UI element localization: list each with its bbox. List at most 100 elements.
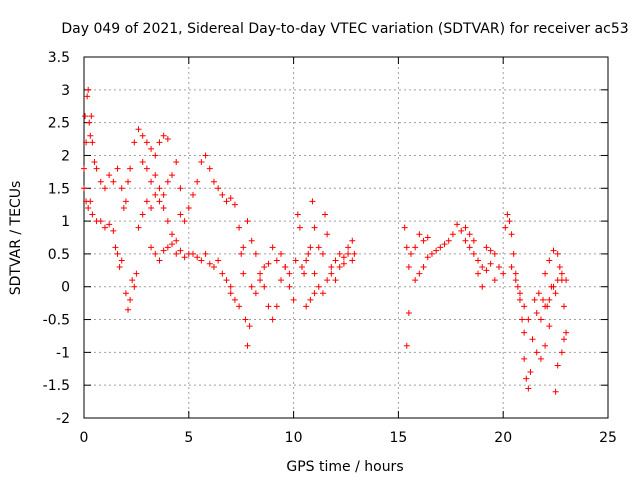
data-point (252, 250, 259, 257)
data-point (139, 132, 146, 139)
data-point (238, 250, 245, 257)
data-point (296, 224, 303, 231)
data-point (349, 237, 356, 244)
data-point (244, 218, 251, 225)
data-point (332, 257, 339, 264)
data-point (227, 290, 234, 297)
data-point (177, 185, 184, 192)
data-point (454, 221, 461, 228)
data-point (563, 277, 570, 284)
data-point (160, 247, 167, 254)
data-point (120, 204, 127, 211)
data-point (231, 201, 238, 208)
data-point (324, 277, 331, 284)
data-point (97, 178, 104, 185)
data-point (265, 303, 272, 310)
x-tick-label: 10 (285, 430, 303, 446)
data-point (84, 93, 91, 100)
data-point (152, 250, 159, 257)
data-point (127, 296, 134, 303)
data-point (441, 241, 448, 248)
data-point (483, 267, 490, 274)
data-point (93, 165, 100, 172)
data-point (315, 244, 322, 251)
x-axis-label: GPS time / hours (286, 459, 403, 475)
data-point (257, 277, 264, 284)
data-point (106, 172, 113, 179)
data-point (437, 244, 444, 251)
data-point (487, 247, 494, 254)
data-point (215, 185, 222, 192)
data-point (127, 165, 134, 172)
data-point (173, 237, 180, 244)
data-point (340, 254, 347, 261)
data-point (529, 336, 536, 343)
plot-frame (83, 56, 609, 419)
y-tick-label: 3 (61, 83, 70, 99)
data-point (152, 152, 159, 159)
data-point (164, 178, 171, 185)
data-point (311, 270, 318, 277)
data-point (122, 198, 129, 205)
data-point (240, 270, 247, 277)
data-point (466, 231, 473, 238)
data-point (227, 283, 234, 290)
data-point (307, 296, 314, 303)
data-point (110, 227, 117, 234)
data-point (148, 145, 155, 152)
series-sdtvar (81, 86, 570, 395)
data-point (278, 250, 285, 257)
data-point (433, 247, 440, 254)
data-point (502, 224, 509, 231)
data-point (223, 277, 230, 284)
data-point (152, 172, 159, 179)
data-point (202, 152, 209, 159)
data-point (445, 237, 452, 244)
data-point (491, 277, 498, 284)
data-point (227, 195, 234, 202)
data-point (516, 290, 523, 297)
data-point (537, 316, 544, 323)
data-point (269, 244, 276, 251)
data-point (114, 250, 121, 257)
y-tick-label: -0.5 (43, 313, 70, 329)
data-point (504, 211, 511, 218)
data-point (483, 244, 490, 251)
data-point (231, 296, 238, 303)
data-point (215, 257, 222, 264)
x-tick-label: 15 (389, 430, 407, 446)
data-point (535, 290, 542, 297)
axis-ticks (83, 56, 609, 419)
y-tick-label: 0 (61, 280, 70, 296)
data-point (116, 264, 123, 271)
data-point (542, 303, 549, 310)
data-point (552, 388, 559, 395)
data-point (328, 270, 335, 277)
data-point (420, 264, 427, 271)
data-point (514, 283, 521, 290)
data-point (305, 250, 312, 257)
data-point (181, 218, 188, 225)
data-point (148, 244, 155, 251)
data-point (286, 283, 293, 290)
data-point (309, 198, 316, 205)
data-point (552, 290, 559, 297)
data-point (89, 139, 96, 146)
data-point (87, 198, 94, 205)
data-point (345, 250, 352, 257)
data-point (160, 191, 167, 198)
data-point (210, 178, 217, 185)
data-point (125, 178, 132, 185)
data-point (177, 247, 184, 254)
data-point (523, 375, 530, 382)
data-point (500, 270, 507, 277)
data-point (506, 218, 513, 225)
data-point (257, 270, 264, 277)
x-tick-label: 0 (80, 430, 89, 446)
data-point (322, 211, 329, 218)
x-tick-labels: 0 5 10 15 20 25 (80, 430, 617, 446)
data-point (110, 178, 117, 185)
data-point (164, 218, 171, 225)
data-point (298, 264, 305, 271)
data-point (169, 172, 176, 179)
